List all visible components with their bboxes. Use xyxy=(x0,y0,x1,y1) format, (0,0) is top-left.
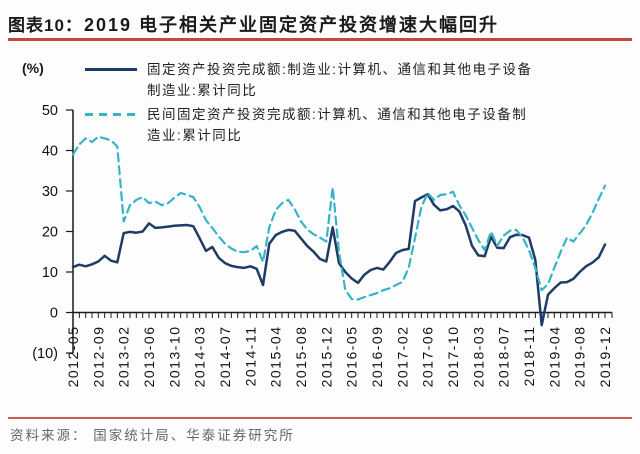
x-tick-label: 2019-12 xyxy=(597,326,613,388)
x-tick-label: 2013-10 xyxy=(166,326,182,388)
x-tick-label: 2013-06 xyxy=(141,326,157,388)
x-tick-label: 2015-12 xyxy=(318,326,334,388)
x-tick-label: 2015-04 xyxy=(268,326,284,388)
y-tick-label: (10) xyxy=(32,346,58,362)
x-tick-label: 2019-04 xyxy=(546,326,562,388)
x-tick-label: 2014-03 xyxy=(192,326,208,388)
page-title: 2019 电子相关产业固定资产投资增速大幅回升 xyxy=(84,15,500,35)
x-tick-label: 2019-08 xyxy=(572,326,588,388)
x-tick-label: 2017-10 xyxy=(445,326,461,388)
x-tick-label: 2016-05 xyxy=(344,326,360,388)
legend-item: 固定资产投资完成额:制造业:计算机、通信和其他电子设备制造业:累计同比 xyxy=(85,59,539,101)
title-rule xyxy=(8,38,632,41)
chart-legend: 固定资产投资完成额:制造业:计算机、通信和其他电子设备制造业:累计同比 民间固定… xyxy=(85,59,539,149)
dashed-line-swatch xyxy=(85,113,137,116)
legend-item: 民间固定资产投资完成额:计算机、通信和其他电子设备制造业:累计同比 xyxy=(85,104,539,146)
y-axis-unit-label: (%) xyxy=(22,60,44,76)
legend-label-series2: 民间固定资产投资完成额:计算机、通信和其他电子设备制造业:累计同比 xyxy=(147,107,528,143)
x-tick-label: 2013-02 xyxy=(116,326,132,388)
x-tick-label: 2012-09 xyxy=(90,326,106,388)
x-tick-label: 2014-11 xyxy=(242,326,258,387)
x-tick-label: 2016-09 xyxy=(369,326,385,388)
figure-number-label: 图表10： xyxy=(8,16,83,35)
y-tick-label: 20 xyxy=(42,225,58,241)
solid-line-swatch xyxy=(85,68,137,71)
series-line-0 xyxy=(71,192,607,327)
x-tick-label: 2017-06 xyxy=(420,326,436,388)
y-tick-label: 50 xyxy=(42,103,58,119)
footer-rule xyxy=(8,417,632,419)
y-tick-label: 0 xyxy=(50,306,58,322)
y-tick-label: 10 xyxy=(42,265,58,281)
x-tick-label: 2012-05 xyxy=(65,326,81,388)
x-tick-label: 2017-02 xyxy=(394,326,410,388)
series-line-1 xyxy=(71,135,607,301)
line-chart: 50 40 30 20 10 0 (10) 2012-05 2012-09 2013-02 2013… xyxy=(32,103,613,388)
x-tick-label: 2018-07 xyxy=(496,325,512,387)
source-text: 资料来源： 国家统计局、华泰证券研究所 xyxy=(10,428,295,443)
legend-label-series1: 固定资产投资完成额:制造业:计算机、通信和其他电子设备制造业:累计同比 xyxy=(147,62,533,98)
y-tick-label: 30 xyxy=(42,184,58,200)
x-tick-label: 2014-07 xyxy=(217,326,233,388)
x-tick-label: 2015-08 xyxy=(293,326,309,388)
x-tick-label: 2018-11 xyxy=(521,326,537,387)
x-tick-label: 2018-03 xyxy=(470,326,486,388)
y-tick-label: 40 xyxy=(42,144,58,160)
